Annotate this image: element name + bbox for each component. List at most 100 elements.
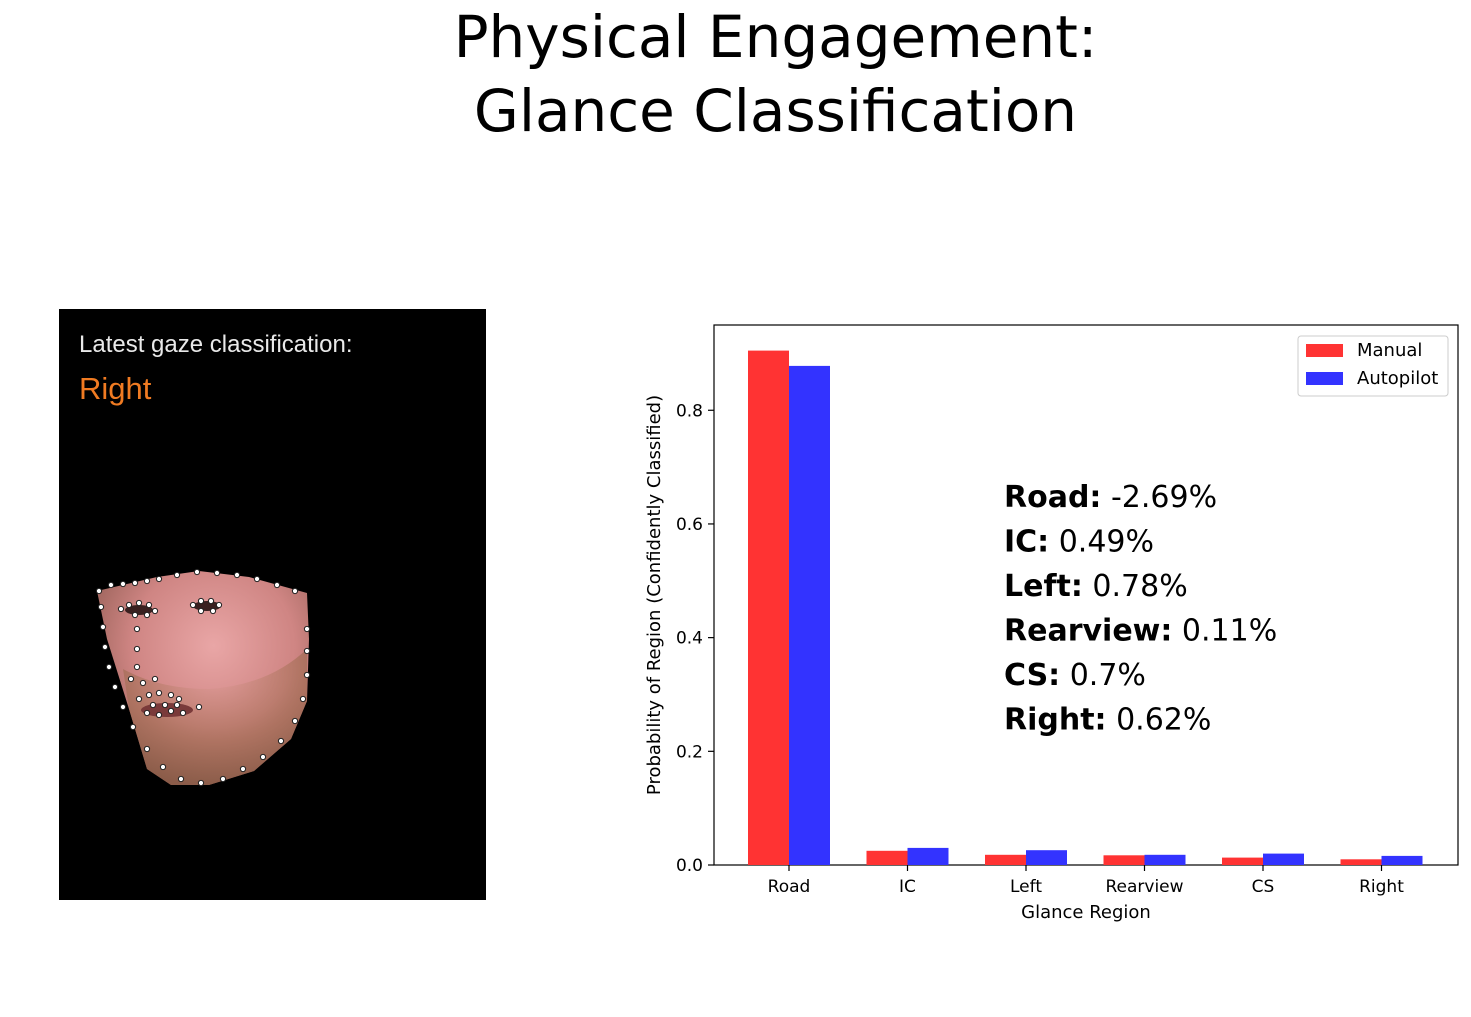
face-landmark-20 [143, 745, 151, 753]
face-landmark-19 [129, 723, 137, 731]
face-landmark-14 [99, 623, 107, 631]
face-landmark-8 [213, 569, 221, 577]
face-landmark-48 [133, 663, 141, 671]
face-landmark-41 [197, 597, 205, 605]
y-axis-label: Probability of Region (Confidently Class… [644, 395, 665, 795]
face-landmark-55 [167, 691, 175, 699]
x-ticks-group: Road IC Left Rearview CS Right [768, 865, 1404, 897]
bar-manual-ic [866, 850, 908, 865]
face-landmark-46 [133, 625, 141, 633]
gaze-classification-value: Right [79, 371, 152, 406]
y-tick-label-1: 0.2 [676, 742, 703, 762]
face-landmark-62 [173, 701, 181, 709]
annotation-left: Left: 0.78% [1004, 569, 1188, 604]
face-landmark-45 [197, 607, 205, 615]
face-landmark-59 [143, 709, 151, 717]
face-landmark-4 [143, 577, 151, 585]
x-tick-label-ic: IC [899, 877, 916, 897]
face-landmark-58 [155, 711, 163, 719]
bar-autopilot-cs [1263, 853, 1304, 865]
face-landmark-34 [125, 601, 133, 609]
bar-manual-right [1340, 859, 1382, 865]
bar-autopilot-left [1026, 850, 1067, 865]
x-tick-label-rearview: Rearview [1105, 877, 1183, 897]
legend-label-autopilot: Autopilot [1357, 368, 1438, 389]
bar-autopilot-road [789, 365, 830, 865]
x-tick-label-road: Road [768, 877, 811, 897]
face-landmark-5 [155, 575, 163, 583]
glance-region-bar-chart: 0.0 0.2 0.4 0.6 0.8 Road IC Left Rearview CS Righ… [644, 324, 1459, 923]
face-landmark-29 [299, 695, 307, 703]
face-landmark-56 [175, 695, 183, 703]
face-landmark-35 [135, 599, 143, 607]
face-landmark-15 [101, 643, 109, 651]
face-landmarks [95, 568, 311, 787]
face-landmark-10 [253, 575, 261, 583]
face-landmark-25 [239, 765, 247, 773]
face-landmark-32 [303, 625, 311, 633]
face-landmark-47 [133, 645, 141, 653]
face-landmark-24 [219, 775, 227, 783]
face-landmark-43 [215, 601, 223, 609]
bars-group [748, 350, 1423, 866]
face-landmark-33 [117, 605, 125, 613]
bar-autopilot-ic [907, 847, 949, 865]
annotation-ic: IC: 0.49% [1004, 525, 1154, 560]
annotation-cs: CS: 0.7% [1004, 658, 1146, 693]
face-landmark-51 [151, 675, 159, 683]
face-landmark-6 [173, 571, 181, 579]
bar-manual-cs [1222, 857, 1263, 865]
face-landmark-61 [161, 701, 169, 709]
face-landmark-57 [167, 707, 175, 715]
face-landmark-42 [207, 597, 215, 605]
y-ticks-group: 0.0 0.2 0.4 0.6 0.8 [676, 401, 714, 876]
face-landmark-31 [303, 647, 311, 655]
face-landmark-28 [291, 717, 299, 725]
face-landmark-52 [135, 695, 143, 703]
y-tick-label-3: 0.6 [676, 515, 703, 535]
annotation-road: Road: -2.69% [1004, 480, 1217, 515]
face-landmark-39 [131, 611, 139, 619]
y-tick-label-0: 0.0 [676, 856, 703, 876]
face-landmark-60 [149, 701, 157, 709]
face-landmark-16 [105, 663, 113, 671]
bar-autopilot-right [1381, 855, 1423, 865]
annotation-rearview: Rearview: 0.11% [1004, 614, 1277, 649]
bar-autopilot-rearview [1144, 854, 1186, 865]
face-landmark-30 [303, 671, 311, 679]
face-landmark-22 [177, 775, 185, 783]
annotation-block: Road: -2.69% IC: 0.49% Left: 0.78% Rearview… [1004, 480, 1277, 738]
y-tick-label-2: 0.4 [676, 629, 703, 649]
bar-manual-rearview [1103, 855, 1145, 865]
slide-title-line-1: Physical Engagement: [453, 3, 1098, 71]
legend: Manual Autopilot [1297, 335, 1449, 397]
face-landmark-44 [209, 607, 217, 615]
face-landmark-53 [145, 691, 153, 699]
legend-swatch-manual [1306, 344, 1343, 357]
face-image [95, 568, 311, 787]
x-tick-label-left: Left [1010, 877, 1042, 897]
bar-manual-left [985, 854, 1026, 865]
face-beard [123, 649, 307, 785]
gaze-video-panel: Latest gaze classification: Right [59, 309, 486, 900]
face-landmark-36 [145, 601, 153, 609]
gaze-classification-label: Latest gaze classification: [79, 331, 353, 358]
face-landmark-49 [127, 675, 135, 683]
face-landmark-21 [159, 763, 167, 771]
slide-title-line-2: Glance Classification [473, 77, 1078, 145]
face-landmark-11 [273, 581, 281, 589]
slide-title: Physical Engagement: Glance Classificati… [0, 0, 1471, 148]
face-landmark-13 [97, 603, 105, 611]
face-landmark-40 [189, 601, 197, 609]
face-landmark-54 [155, 689, 163, 697]
face-landmark-3 [131, 579, 139, 587]
face-landmark-26 [259, 753, 267, 761]
plot-area [713, 324, 1459, 866]
face-landmark-2 [119, 580, 127, 588]
face-landmark-23 [197, 779, 205, 787]
face-landmark-1 [107, 581, 115, 589]
annotation-right: Right: 0.62% [1004, 703, 1211, 738]
face-landmark-17 [111, 683, 119, 691]
x-axis-label: Glance Region [1021, 902, 1151, 923]
legend-label-manual: Manual [1357, 340, 1422, 361]
